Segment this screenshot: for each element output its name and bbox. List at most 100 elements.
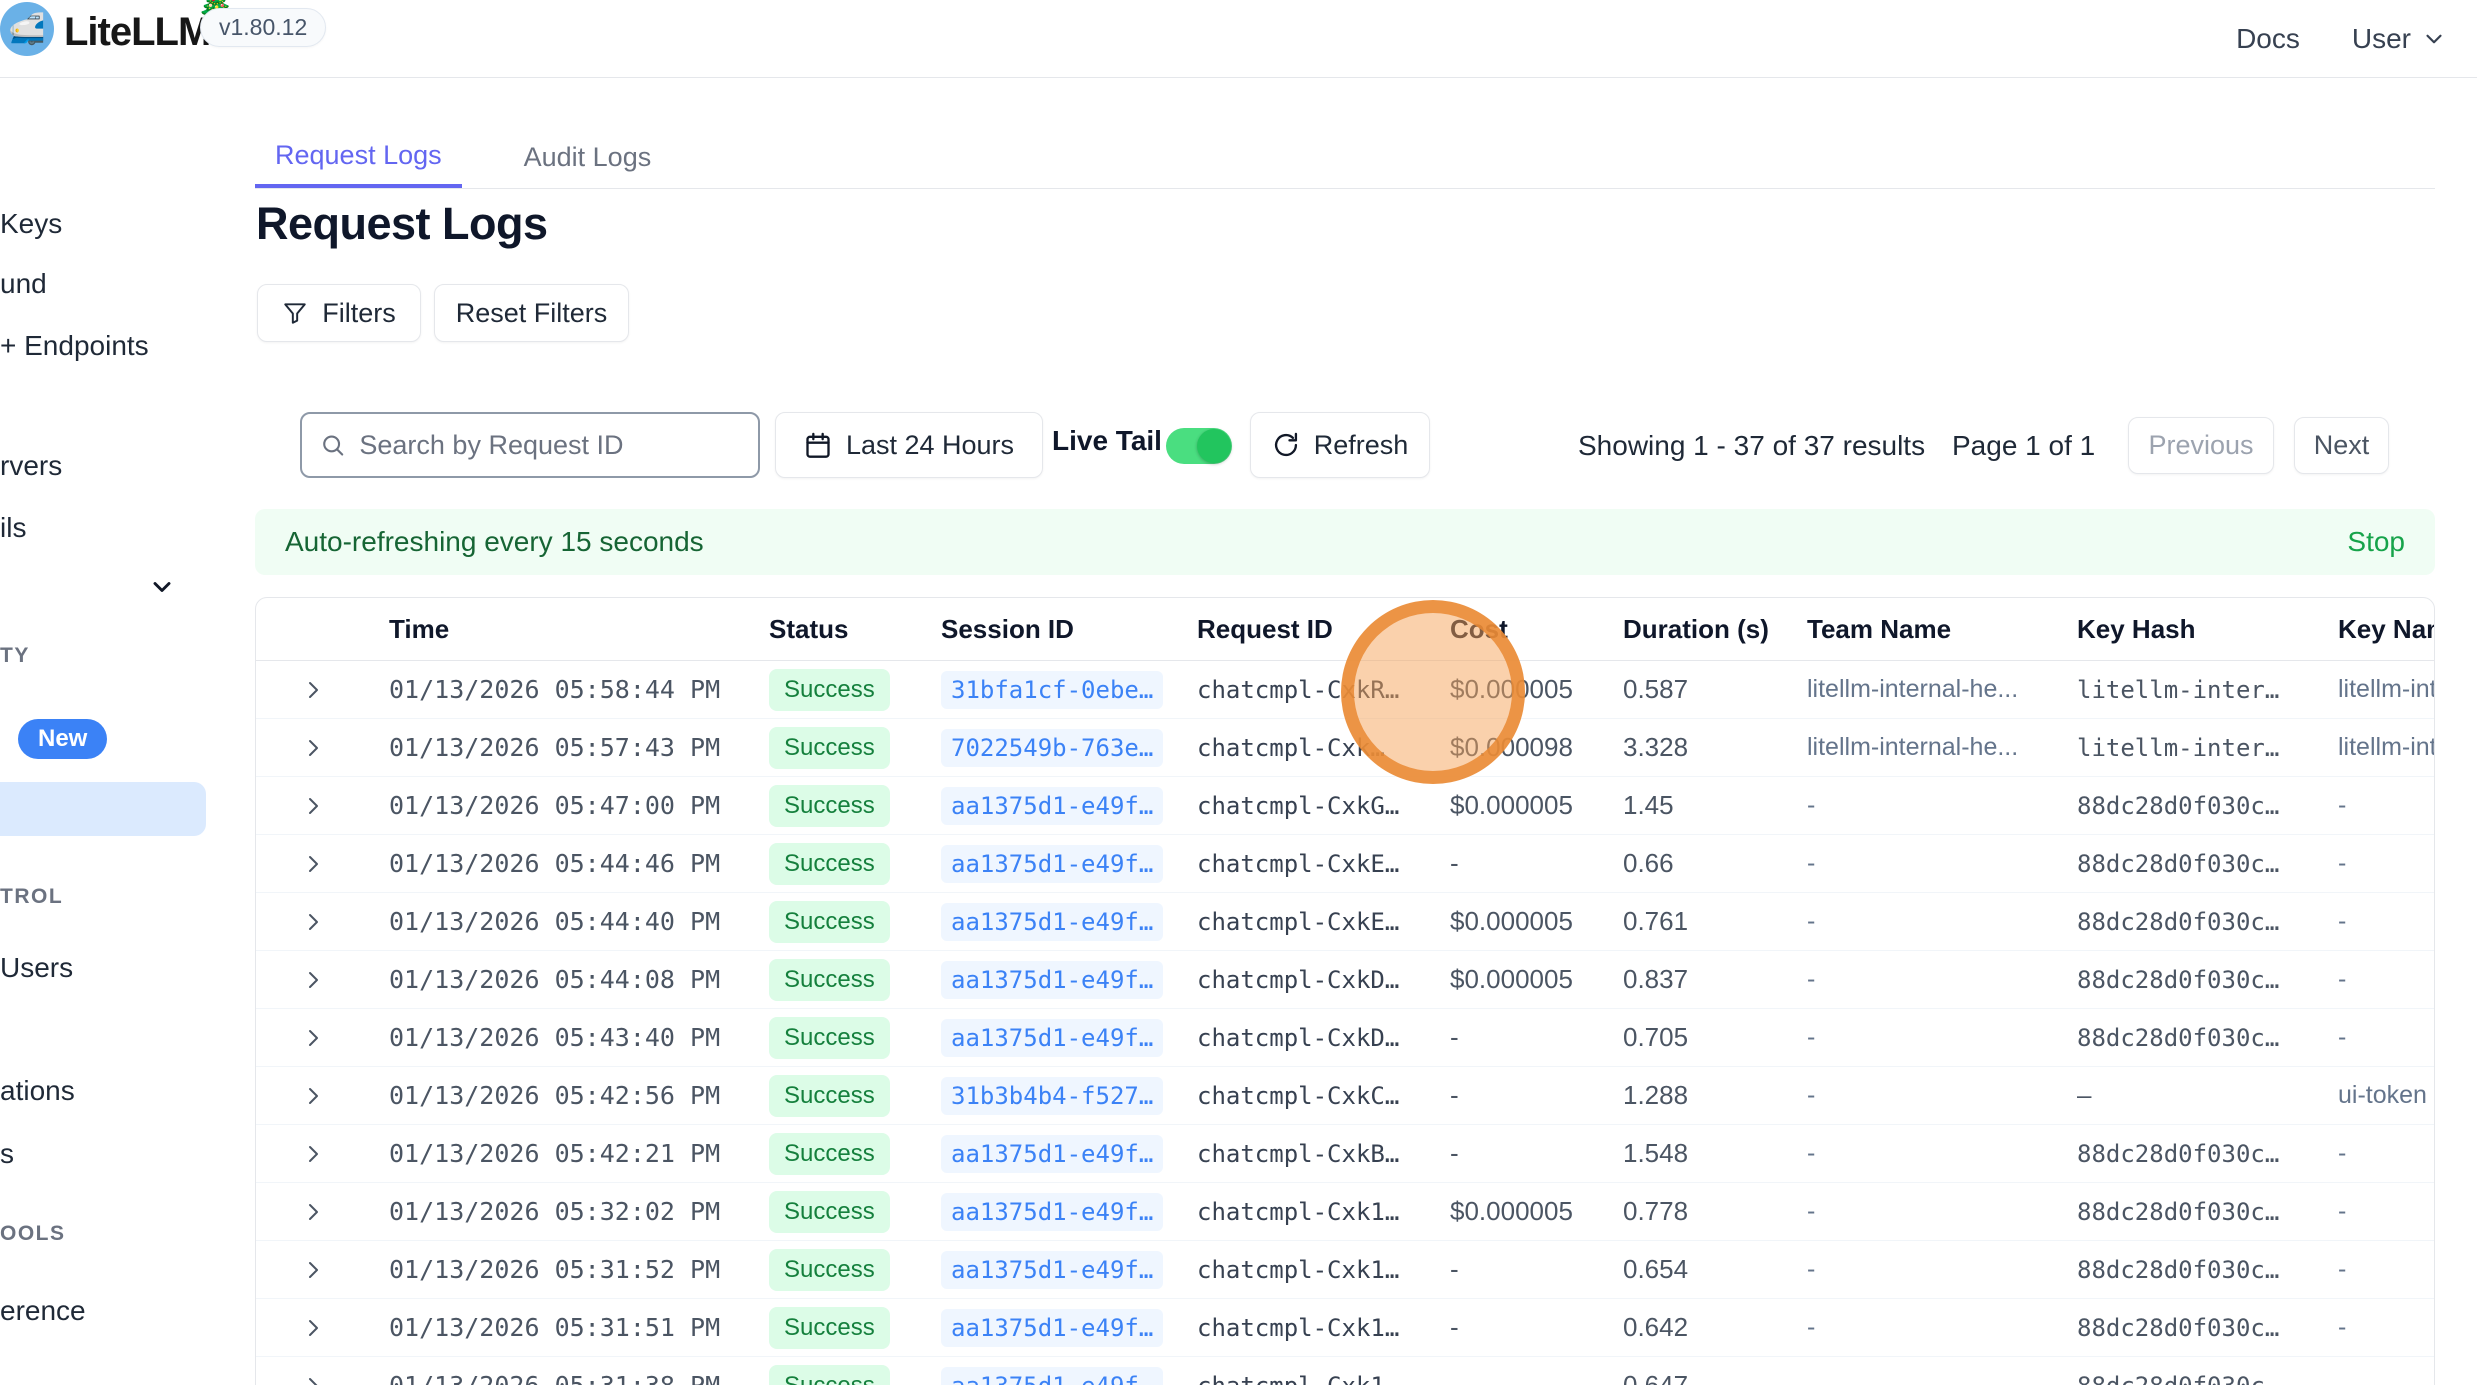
- live-tail-toggle[interactable]: [1166, 428, 1232, 464]
- refresh-button-label: Refresh: [1313, 429, 1409, 460]
- row-expander[interactable]: [256, 852, 389, 876]
- session-id-link[interactable]: aa1375d1-e49f…: [941, 1018, 1164, 1057]
- page-indicator: Page 1 of 1: [1952, 430, 2096, 461]
- refresh-icon: [1274, 432, 1297, 457]
- row-expander[interactable]: [256, 1200, 389, 1224]
- table-row[interactable]: 01/13/2026 05:58:44 PM Success 31bfa1cf-…: [256, 661, 2434, 719]
- sidebar-item-internal-users[interactable]: Users: [0, 952, 74, 983]
- row-expander[interactable]: [256, 678, 389, 702]
- session-id-link[interactable]: 31bfa1cf-0ebe…: [941, 670, 1164, 709]
- table-row[interactable]: 01/13/2026 05:57:43 PM Success 7022549b-…: [256, 719, 2434, 777]
- session-id-link[interactable]: 7022549b-763e…: [941, 728, 1164, 767]
- table-row[interactable]: 01/13/2026 05:44:40 PM Success aa1375d1-…: [256, 893, 2434, 951]
- col-key-name: Key Name: [2338, 613, 2434, 644]
- row-expander[interactable]: [256, 1316, 389, 1340]
- reset-filters-button[interactable]: Reset Filters: [434, 284, 629, 342]
- next-label: Next: [2313, 430, 2370, 460]
- row-expander[interactable]: [256, 910, 389, 934]
- cell-cost: -: [1450, 1022, 1459, 1052]
- session-id-link[interactable]: aa1375d1-e49f…: [941, 1250, 1164, 1289]
- session-id-link[interactable]: aa1375d1-e49f…: [941, 1366, 1164, 1385]
- table-row[interactable]: 01/13/2026 05:32:02 PM Success aa1375d1-…: [256, 1183, 2434, 1241]
- col-duration: Duration (s): [1623, 613, 1769, 644]
- sidebar-item-api-reference[interactable]: erence: [0, 1295, 86, 1326]
- row-expander[interactable]: [256, 968, 389, 992]
- row-expander[interactable]: [256, 736, 389, 760]
- row-expander[interactable]: [256, 794, 389, 818]
- sidebar-item-virtual-keys[interactable]: Keys: [0, 208, 63, 239]
- results-summary: Showing 1 - 37 of 37 results: [1578, 430, 1926, 461]
- session-id-link[interactable]: aa1375d1-e49f…: [941, 786, 1164, 825]
- user-menu[interactable]: User: [2352, 23, 2447, 55]
- previous-label: Previous: [2148, 430, 2254, 460]
- table-row[interactable]: 01/13/2026 05:31:52 PM Success aa1375d1-…: [256, 1241, 2434, 1299]
- time-range-button[interactable]: Last 24 Hours: [775, 412, 1043, 478]
- table-row[interactable]: 01/13/2026 05:47:00 PM Success aa1375d1-…: [256, 777, 2434, 835]
- tab-request-logs[interactable]: Request Logs: [255, 127, 462, 188]
- table-row[interactable]: 01/13/2026 05:44:08 PM Success aa1375d1-…: [256, 951, 2434, 1009]
- status-badge: Success: [769, 1190, 890, 1233]
- stop-auto-refresh-link[interactable]: Stop: [2347, 526, 2405, 557]
- cell-duration: 0.66: [1623, 848, 1674, 878]
- col-team-name: Team Name: [1807, 613, 1952, 644]
- session-id-link[interactable]: aa1375d1-e49f…: [941, 1192, 1164, 1231]
- cell-duration: 0.837: [1623, 964, 1689, 994]
- cell-time: 01/13/2026 05:44:40 PM: [389, 907, 721, 936]
- refresh-button[interactable]: Refresh: [1250, 412, 1430, 478]
- cell-cost: -: [1450, 1370, 1459, 1385]
- version-badge: v1.80.12: [200, 8, 327, 47]
- search-input[interactable]: [359, 429, 740, 461]
- cell-request-id: chatcmpl-Cxk1…: [1197, 1313, 1400, 1342]
- table-row[interactable]: 01/13/2026 05:31:51 PM Success aa1375d1-…: [256, 1299, 2434, 1357]
- time-range-label: Last 24 Hours: [845, 429, 1015, 460]
- row-expander[interactable]: [256, 1026, 389, 1050]
- cell-time: 01/13/2026 05:43:40 PM: [389, 1023, 721, 1052]
- session-id-link[interactable]: 31b3b4b4-f527…: [941, 1076, 1164, 1115]
- docs-link[interactable]: Docs: [2236, 23, 2300, 54]
- sidebar-new-badge: New: [18, 719, 108, 759]
- sidebar-item-guardrails[interactable]: ils: [0, 512, 27, 543]
- sidebar-chevron-down-icon[interactable]: [148, 573, 176, 601]
- sidebar-item-teams[interactable]: s: [0, 1138, 14, 1169]
- sidebar-item-organizations[interactable]: ations: [0, 1075, 75, 1106]
- row-expander[interactable]: [256, 1258, 389, 1282]
- row-expander[interactable]: [256, 1084, 389, 1108]
- status-badge: Success: [769, 958, 890, 1001]
- previous-page-button[interactable]: Previous: [2128, 417, 2274, 474]
- sidebar-item-logs-selected[interactable]: [0, 782, 206, 836]
- cell-cost: $0.000005: [1450, 790, 1573, 820]
- cell-cost: $0.000005: [1450, 674, 1573, 704]
- table-header-row: Time Status Session ID Request ID Cost D…: [256, 598, 2434, 661]
- table-row[interactable]: 01/13/2026 05:42:56 PM Success 31b3b4b4-…: [256, 1067, 2434, 1125]
- sidebar-section-tools: OOLS: [0, 1222, 66, 1245]
- row-expander[interactable]: [256, 1374, 389, 1385]
- session-id-link[interactable]: aa1375d1-e49f…: [941, 1308, 1164, 1347]
- cell-request-id: chatcmpl-CxkE…: [1197, 849, 1400, 878]
- calendar-icon: [806, 432, 830, 458]
- filters-button[interactable]: Filters: [257, 284, 421, 342]
- table-row[interactable]: 01/13/2026 05:31:38 PM Success aa1375d1-…: [256, 1357, 2434, 1385]
- row-expander[interactable]: [256, 1142, 389, 1166]
- next-page-button[interactable]: Next: [2294, 417, 2389, 474]
- cell-cost: -: [1450, 1254, 1459, 1284]
- session-id-link[interactable]: aa1375d1-e49f…: [941, 960, 1164, 999]
- session-id-link[interactable]: aa1375d1-e49f…: [941, 1134, 1164, 1173]
- table-row[interactable]: 01/13/2026 05:42:21 PM Success aa1375d1-…: [256, 1125, 2434, 1183]
- chevron-right-icon: [309, 971, 318, 988]
- session-id-link[interactable]: aa1375d1-e49f…: [941, 902, 1164, 941]
- table-row[interactable]: 01/13/2026 05:43:40 PM Success aa1375d1-…: [256, 1009, 2434, 1067]
- chevron-down-icon: [2426, 34, 2442, 44]
- table-row[interactable]: 01/13/2026 05:44:46 PM Success aa1375d1-…: [256, 835, 2434, 893]
- chevron-right-icon: [309, 1203, 318, 1220]
- cell-key-hash: 88dc28d0f030c…: [2077, 791, 2280, 820]
- cell-team-name: -: [1807, 1081, 1816, 1109]
- session-id-link[interactable]: aa1375d1-e49f…: [941, 844, 1164, 883]
- cell-key-name: -: [2338, 1023, 2347, 1051]
- tab-audit-logs[interactable]: Audit Logs: [523, 142, 652, 172]
- cell-key-name: -: [2338, 791, 2347, 819]
- sidebar-item-mcp-servers[interactable]: rvers: [0, 450, 63, 481]
- cell-team-name: -: [1807, 1139, 1816, 1167]
- sidebar-item-models-endpoints[interactable]: + Endpoints: [0, 330, 149, 361]
- sidebar-item-playground[interactable]: und: [0, 268, 47, 299]
- cell-key-name: -: [2338, 1197, 2347, 1225]
